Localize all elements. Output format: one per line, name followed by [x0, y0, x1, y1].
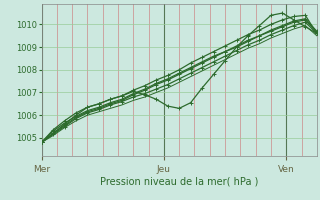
X-axis label: Pression niveau de la mer( hPa ): Pression niveau de la mer( hPa ) — [100, 177, 258, 187]
